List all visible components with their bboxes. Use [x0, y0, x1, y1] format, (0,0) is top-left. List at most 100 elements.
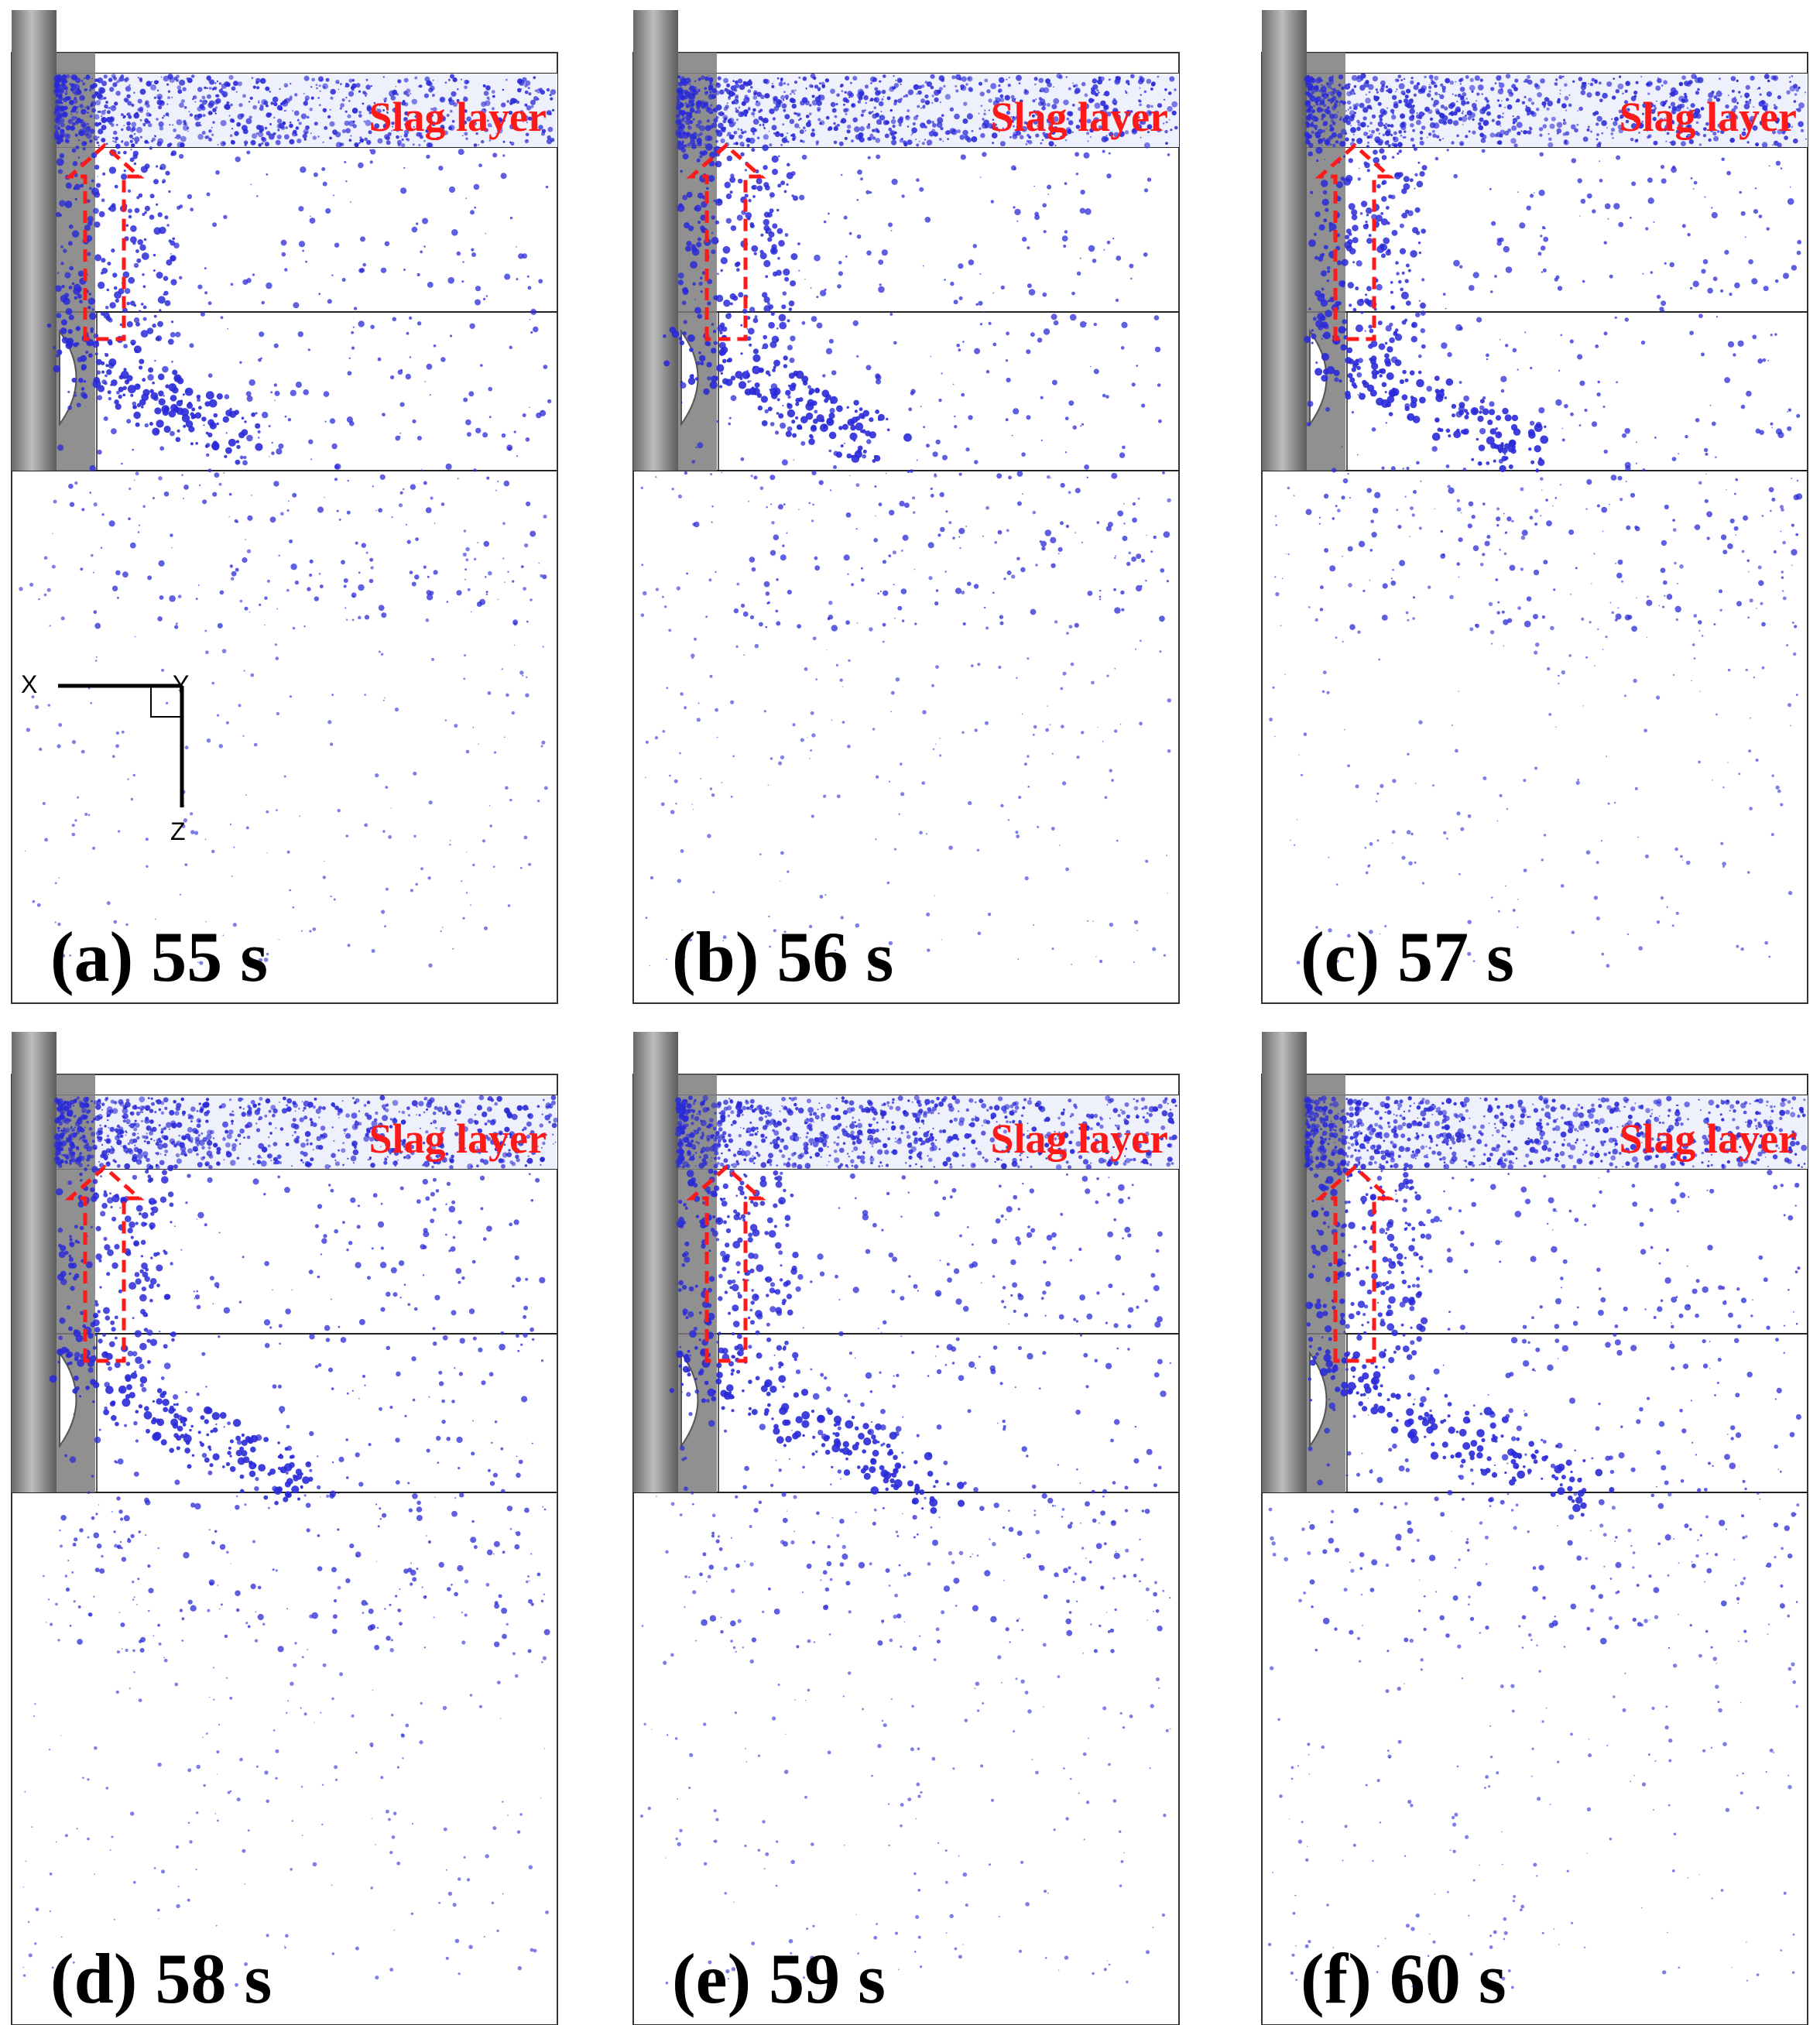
- particle: [1034, 77, 1038, 81]
- particle: [114, 101, 118, 105]
- particle: [72, 231, 79, 238]
- particle: [1058, 547, 1063, 552]
- particle: [1458, 117, 1462, 121]
- particle: [707, 301, 711, 305]
- particle: [218, 623, 223, 629]
- particle: [193, 96, 194, 98]
- particle: [347, 511, 351, 515]
- particle: [837, 794, 841, 798]
- particle: [1414, 147, 1417, 151]
- particle: [298, 206, 303, 211]
- particle: [958, 528, 965, 534]
- particle: [246, 118, 252, 125]
- particle: [1332, 122, 1336, 125]
- particle: [75, 146, 79, 149]
- particle: [1011, 574, 1015, 578]
- particle: [1572, 81, 1575, 83]
- particle: [466, 892, 468, 893]
- particle: [776, 578, 779, 581]
- particle: [684, 95, 688, 100]
- particle: [772, 86, 774, 88]
- particle: [348, 100, 351, 102]
- particle: [978, 301, 982, 306]
- particle: [132, 402, 137, 406]
- particle: [742, 371, 750, 379]
- particle: [1314, 105, 1315, 107]
- particle: [817, 118, 821, 122]
- particle: [973, 244, 977, 248]
- particle: [164, 426, 171, 433]
- particle: [1017, 471, 1023, 477]
- particle: [1315, 147, 1322, 154]
- particle: [1699, 143, 1702, 146]
- particle: [1132, 382, 1136, 386]
- particle: [266, 810, 269, 814]
- particle: [1555, 78, 1558, 81]
- particle: [708, 75, 710, 77]
- particle: [1092, 78, 1098, 84]
- particle: [1328, 92, 1330, 94]
- particle: [985, 626, 989, 629]
- particle: [294, 93, 297, 96]
- particle: [516, 278, 518, 280]
- particle: [87, 130, 90, 132]
- particle: [841, 90, 844, 92]
- particle: [967, 113, 973, 119]
- particle: [707, 362, 712, 368]
- particle: [1325, 108, 1330, 114]
- particle: [205, 838, 207, 840]
- particle: [138, 99, 142, 104]
- particle: [271, 101, 274, 105]
- particle: [1563, 123, 1565, 125]
- particle: [704, 87, 708, 90]
- particle: [410, 570, 413, 574]
- particle: [325, 208, 331, 214]
- particle: [744, 109, 749, 114]
- particle: [54, 125, 60, 130]
- particle: [1404, 98, 1408, 103]
- particle: [1345, 235, 1349, 239]
- particle: [230, 824, 231, 825]
- particle: [1064, 182, 1068, 185]
- particle: [953, 384, 955, 385]
- particle: [231, 283, 234, 286]
- particle: [1139, 76, 1143, 80]
- particle: [891, 119, 896, 125]
- particle: [170, 279, 177, 286]
- particle: [262, 137, 266, 142]
- particle: [1486, 111, 1491, 116]
- particle: [47, 588, 51, 592]
- particle: [464, 86, 468, 90]
- particle: [698, 351, 701, 355]
- particle: [1071, 964, 1072, 965]
- particle: [1349, 248, 1356, 255]
- particle: [1332, 75, 1334, 77]
- particle: [778, 240, 785, 247]
- particle: [1333, 87, 1336, 91]
- particle: [682, 300, 687, 305]
- particle: [1097, 79, 1102, 84]
- particle: [250, 97, 253, 100]
- particle: [851, 139, 854, 142]
- particle: [998, 666, 1001, 669]
- particle: [751, 245, 758, 252]
- particle: [696, 109, 701, 114]
- particle: [1106, 675, 1109, 677]
- particle: [790, 280, 796, 286]
- particle: [847, 129, 851, 133]
- particle: [1174, 126, 1178, 130]
- particle: [472, 864, 475, 866]
- particle: [153, 227, 161, 235]
- particle: [711, 793, 715, 797]
- particle: [57, 95, 62, 100]
- particle: [984, 110, 985, 111]
- particle: [932, 123, 937, 128]
- particle: [866, 125, 870, 129]
- particle: [1798, 122, 1804, 128]
- particle: [95, 352, 98, 355]
- particle: [968, 77, 971, 81]
- particle: [1105, 395, 1109, 399]
- particle: [412, 582, 416, 587]
- particle: [290, 695, 292, 697]
- particle: [1439, 94, 1444, 99]
